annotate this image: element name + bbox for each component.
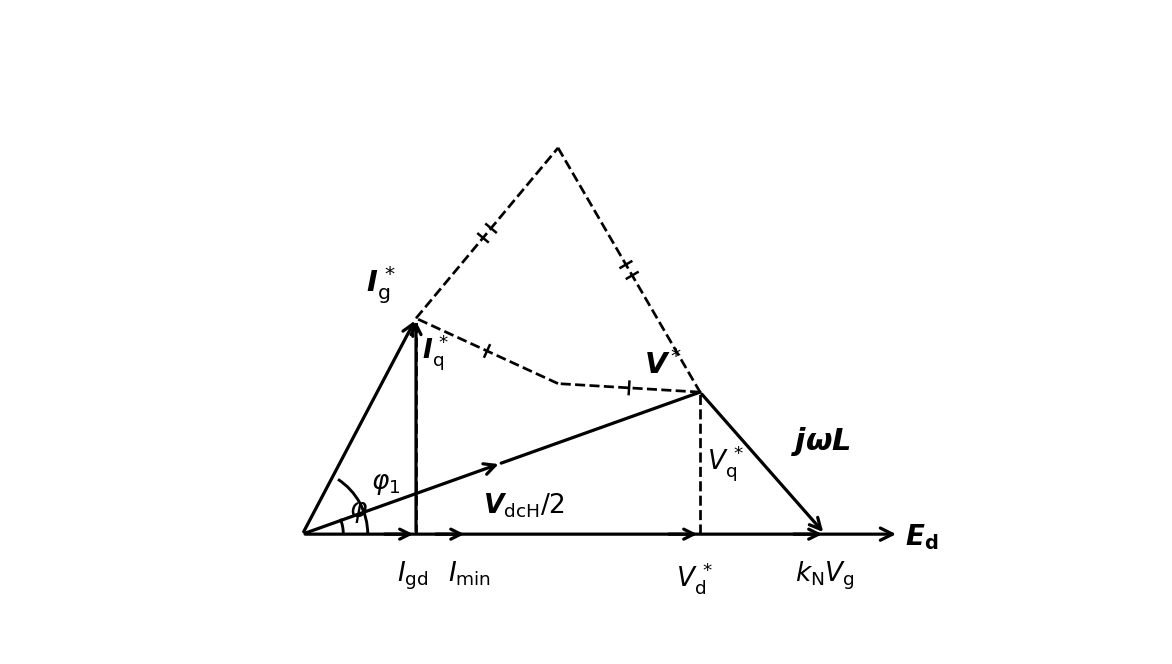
Text: $V_\mathrm{d}^{\,*}$: $V_\mathrm{d}^{\,*}$ <box>676 560 713 596</box>
Text: $\varphi_1$: $\varphi_1$ <box>370 471 400 497</box>
Text: $\boldsymbol{V}_\mathrm{dcH}/2$: $\boldsymbol{V}_\mathrm{dcH}/2$ <box>483 491 565 520</box>
Text: $V_\mathrm{q}^{\,*}$: $V_\mathrm{q}^{\,*}$ <box>708 444 744 483</box>
Text: $I_\mathrm{gd}$: $I_\mathrm{gd}$ <box>397 560 429 592</box>
Text: $\boldsymbol{j}\boldsymbol{\omega}\boldsymbol{L}$: $\boldsymbol{j}\boldsymbol{\omega}\bolds… <box>791 425 851 458</box>
Text: $\varphi$: $\varphi$ <box>349 499 368 525</box>
Text: $k_\mathrm{N}V_\mathrm{g}$: $k_\mathrm{N}V_\mathrm{g}$ <box>795 560 856 592</box>
Text: $\boldsymbol{V}^*$: $\boldsymbol{V}^*$ <box>643 350 682 380</box>
Text: $\boldsymbol{E}_\mathbf{d}$: $\boldsymbol{E}_\mathbf{d}$ <box>905 522 938 552</box>
Text: $\boldsymbol{I}_\mathrm{g}^{\,*}$: $\boldsymbol{I}_\mathrm{g}^{\,*}$ <box>366 264 396 306</box>
Text: $I_\mathrm{min}$: $I_\mathrm{min}$ <box>449 560 491 588</box>
Text: $\boldsymbol{I}_\mathrm{q}^{\,*}$: $\boldsymbol{I}_\mathrm{q}^{\,*}$ <box>422 333 449 373</box>
